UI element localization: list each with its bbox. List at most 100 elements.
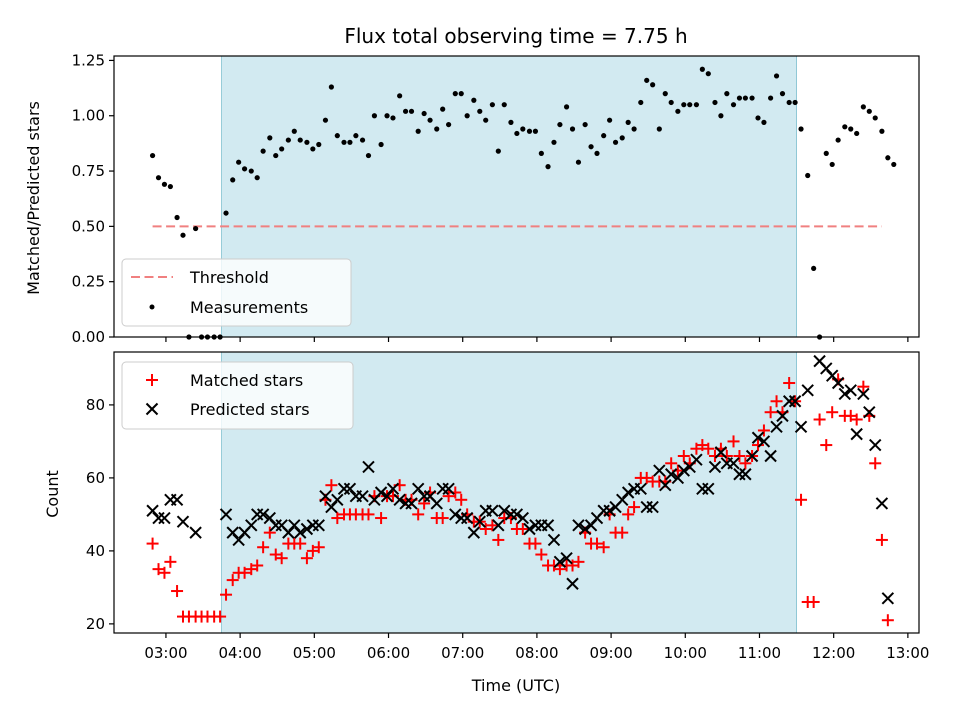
measurement-point — [514, 130, 520, 137]
predicted-star-marker — [516, 511, 530, 525]
measurement-point — [557, 121, 563, 128]
matched-star-marker — [677, 450, 690, 463]
predicted-star-marker — [702, 482, 715, 496]
measurement-point — [798, 126, 804, 132]
measurement-point — [483, 117, 489, 123]
predicted-star-marker — [189, 526, 202, 539]
matched-star-marker — [752, 439, 764, 452]
measurement-point — [551, 139, 557, 145]
measurement-point — [829, 161, 835, 168]
measurement-point — [631, 126, 637, 132]
predicted-star-marker — [541, 519, 555, 532]
measurement-point — [842, 124, 848, 130]
measurement-point — [687, 102, 693, 108]
measurement-point — [749, 95, 755, 101]
measurement-point — [267, 135, 273, 141]
measurement-point — [619, 135, 625, 141]
top-y-tick-label: 0.00 — [72, 328, 105, 346]
matched-star-marker — [702, 442, 715, 455]
predicted-star-marker — [863, 406, 876, 419]
predicted-star-marker — [578, 522, 592, 536]
matched-star-marker — [591, 537, 603, 550]
predicted-star-marker — [869, 438, 882, 452]
x-tick-label: 09:00 — [589, 644, 632, 662]
measurement-point — [384, 113, 390, 119]
matched-star-marker — [708, 450, 721, 463]
matched-star-marker — [158, 566, 171, 579]
matched-star-marker — [375, 512, 388, 525]
measurement-point — [675, 108, 681, 114]
measurement-point — [854, 130, 860, 137]
measurement-point — [254, 175, 260, 181]
matched-star-marker — [881, 614, 894, 627]
measurement-point — [644, 77, 650, 83]
measurement-point — [241, 166, 248, 172]
measurement-point — [452, 91, 458, 97]
measurement-point — [248, 168, 254, 174]
measurement-point — [520, 126, 526, 132]
predicted-star-marker — [770, 420, 783, 434]
measurement-point — [545, 164, 551, 170]
predicted-star-marker — [794, 420, 808, 434]
measurement-point — [260, 148, 266, 154]
matched-star-marker — [171, 585, 184, 598]
measurement-point — [879, 128, 885, 134]
measurement-point — [371, 113, 378, 119]
measurement-point — [279, 146, 285, 152]
matched-star-marker — [597, 541, 610, 554]
measurement-point — [458, 91, 464, 97]
predicted-star-marker — [486, 504, 499, 517]
matched-star-marker — [294, 537, 307, 550]
predicted-star-marker — [727, 457, 740, 470]
chart-title: Flux total observing time = 7.75 h — [344, 24, 687, 48]
measurement-point — [768, 95, 774, 101]
measurement-point — [866, 108, 872, 114]
predicted-star-marker — [449, 508, 462, 521]
measurement-point — [607, 117, 613, 123]
x-tick-label: 04:00 — [219, 644, 262, 662]
matched-star-marker — [820, 439, 833, 452]
predicted-star-marker — [547, 533, 561, 547]
matched-star-marker — [875, 533, 888, 546]
predicted-star-markers — [146, 354, 895, 605]
matched-star-marker — [783, 377, 796, 390]
predicted-star-marker — [158, 511, 171, 525]
measurement-point — [891, 161, 897, 168]
bottom-y-tick-label: 80 — [86, 396, 105, 414]
matched-star-marker — [622, 508, 635, 521]
predicted-star-marker — [393, 493, 406, 507]
measurement-point — [193, 225, 199, 232]
bottom-y-axis-label: Count — [43, 470, 62, 518]
matched-star-marker — [325, 479, 338, 492]
bottom-legend-box — [121, 361, 354, 430]
predicted-star-marker — [764, 449, 777, 463]
measurement-point — [563, 104, 570, 110]
measurement-point — [612, 139, 619, 145]
predicted-star-marker — [566, 577, 579, 590]
x-tick-label: 07:00 — [441, 644, 484, 662]
predicted-star-marker — [498, 504, 511, 517]
predicted-star-marker — [621, 486, 635, 499]
measurement-point — [835, 137, 841, 143]
predicted-star-marker — [492, 519, 505, 532]
measurement-point — [397, 93, 403, 99]
measurement-point — [761, 119, 767, 125]
matched-star-marker — [455, 493, 468, 506]
matched-star-marker — [869, 457, 882, 470]
matched-star-marker — [312, 541, 325, 554]
matched-star-marker — [479, 522, 492, 535]
matched-star-marker — [739, 457, 752, 470]
measurement-point — [805, 172, 811, 179]
measurement-point — [408, 108, 415, 114]
measurement-point — [823, 150, 829, 156]
measurement-point — [705, 71, 711, 77]
predicted-star-marker — [757, 435, 771, 448]
matched-star-marker — [220, 588, 233, 601]
measurement-point — [489, 102, 495, 108]
matched-star-marker — [492, 533, 505, 546]
measurement-point — [730, 102, 737, 108]
measurement-point — [699, 66, 705, 72]
matched-star-marker — [807, 595, 820, 608]
measurement-point — [353, 133, 359, 139]
